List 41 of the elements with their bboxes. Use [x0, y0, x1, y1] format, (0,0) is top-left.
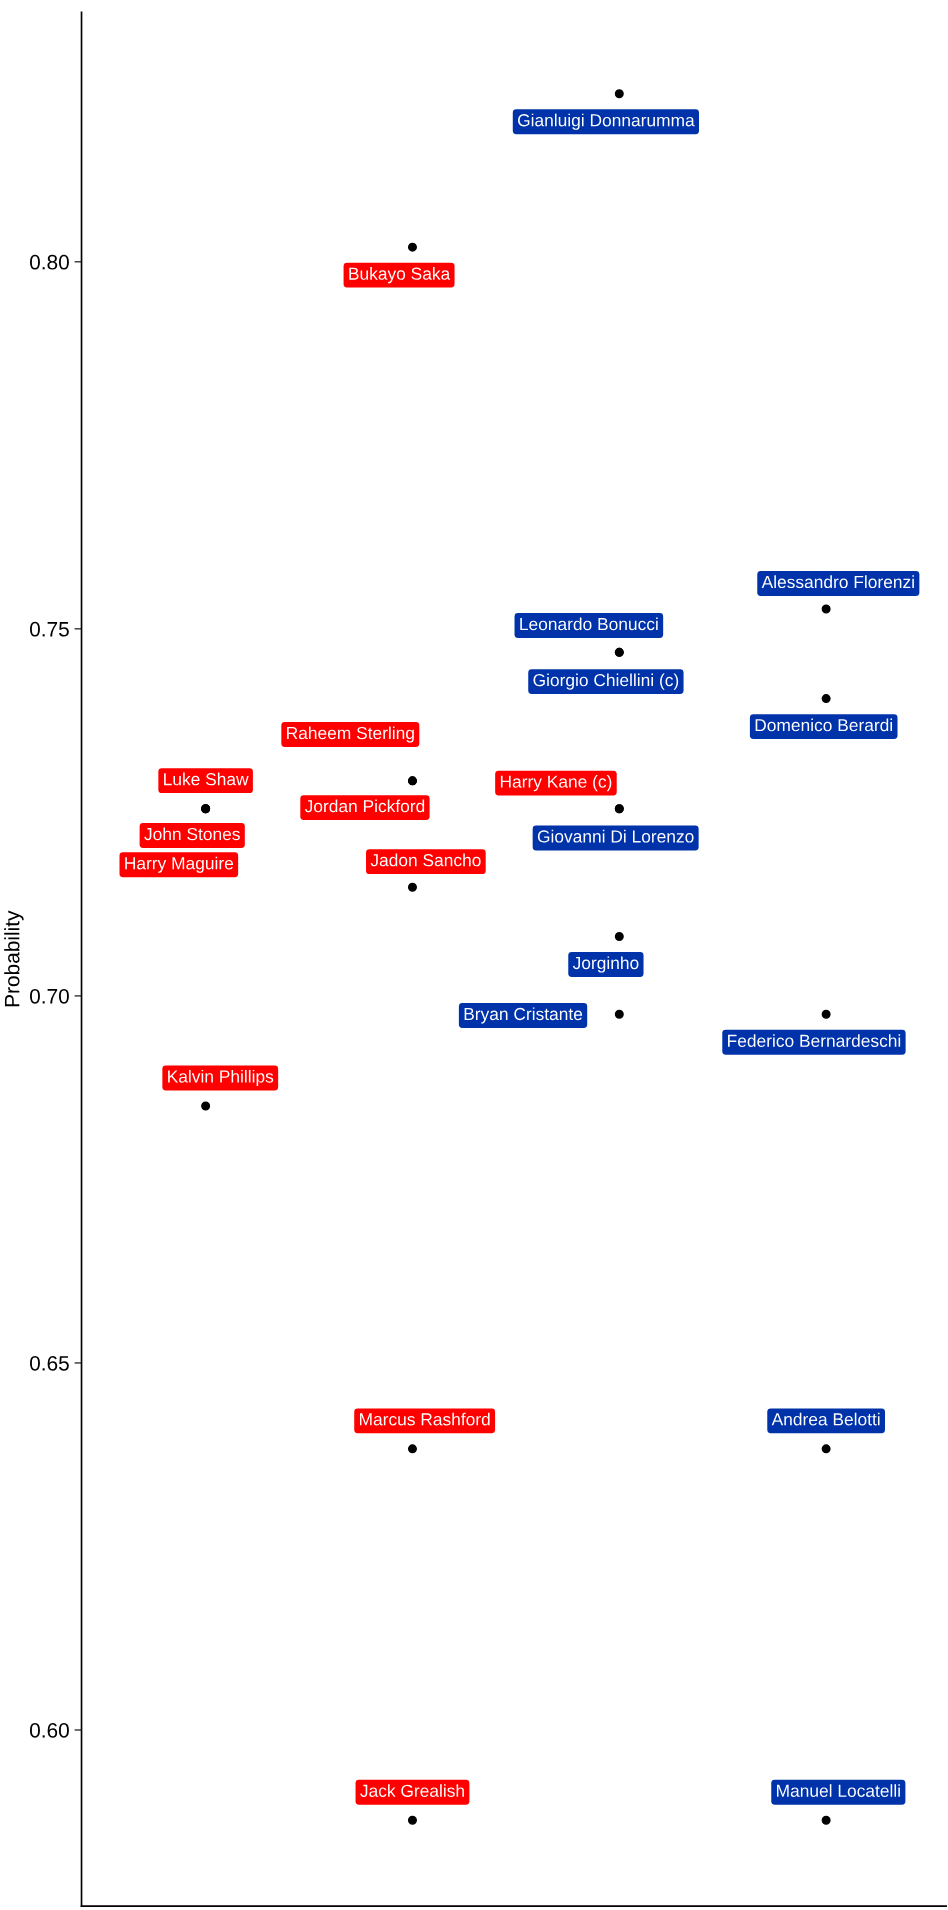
point [614, 931, 624, 941]
point [407, 242, 417, 252]
series-label: Gianluigi Donnarumma [518, 113, 695, 130]
y-tick-label: 0.80 [29, 254, 69, 270]
point [614, 89, 624, 99]
series-label: Jorginho [572, 956, 639, 973]
series-label: Jadon Sancho [370, 853, 481, 867]
point [201, 1101, 211, 1111]
series-label: John Stones [144, 827, 240, 841]
series-label: Jordan Pickford [304, 799, 425, 813]
series-label: Bryan Cristante [464, 1007, 583, 1024]
point [821, 604, 831, 614]
y-tick-label: 0.65 [29, 1355, 69, 1371]
point [614, 1009, 624, 1019]
series-label: Manuel Locatelli [777, 1784, 900, 1797]
y-tick-label: 0.60 [29, 1723, 69, 1738]
series-label: Federico Bernardeschi [728, 1034, 901, 1047]
text: Harry Maguire [125, 856, 234, 873]
series-label: Giorgio Chiellini (c) [533, 673, 679, 690]
series-label: Alessandro Florenzi [761, 575, 914, 589]
series-label: Raheem Sterling [287, 726, 414, 743]
y-tick-label: 0.75 [29, 621, 69, 637]
series-label: Harry Kane (c) [500, 775, 612, 792]
series-label: Bukayo Saka [349, 267, 451, 284]
point [821, 1444, 831, 1454]
point [407, 1444, 417, 1454]
series-label: Andrea Belotti [771, 1412, 880, 1426]
point [821, 1009, 831, 1019]
y-tick-label: 0.70 [29, 988, 69, 1004]
point [407, 882, 417, 892]
series-label: Jack Grealish [360, 1784, 464, 1797]
text: Leonardo Bonucci [520, 617, 658, 631]
point [821, 1815, 831, 1825]
series-label: Domenico Berardi [755, 718, 893, 732]
series-label: Kalvin Phillips [168, 1069, 274, 1087]
point [407, 1815, 417, 1825]
y-axis-title: Probability [4, 910, 24, 1007]
series-label: Giovanni Di Lorenzo [537, 829, 694, 843]
point [821, 694, 831, 704]
series-label: Marcus Rashford [359, 1412, 490, 1426]
series-label: Luke Shaw [164, 772, 249, 786]
